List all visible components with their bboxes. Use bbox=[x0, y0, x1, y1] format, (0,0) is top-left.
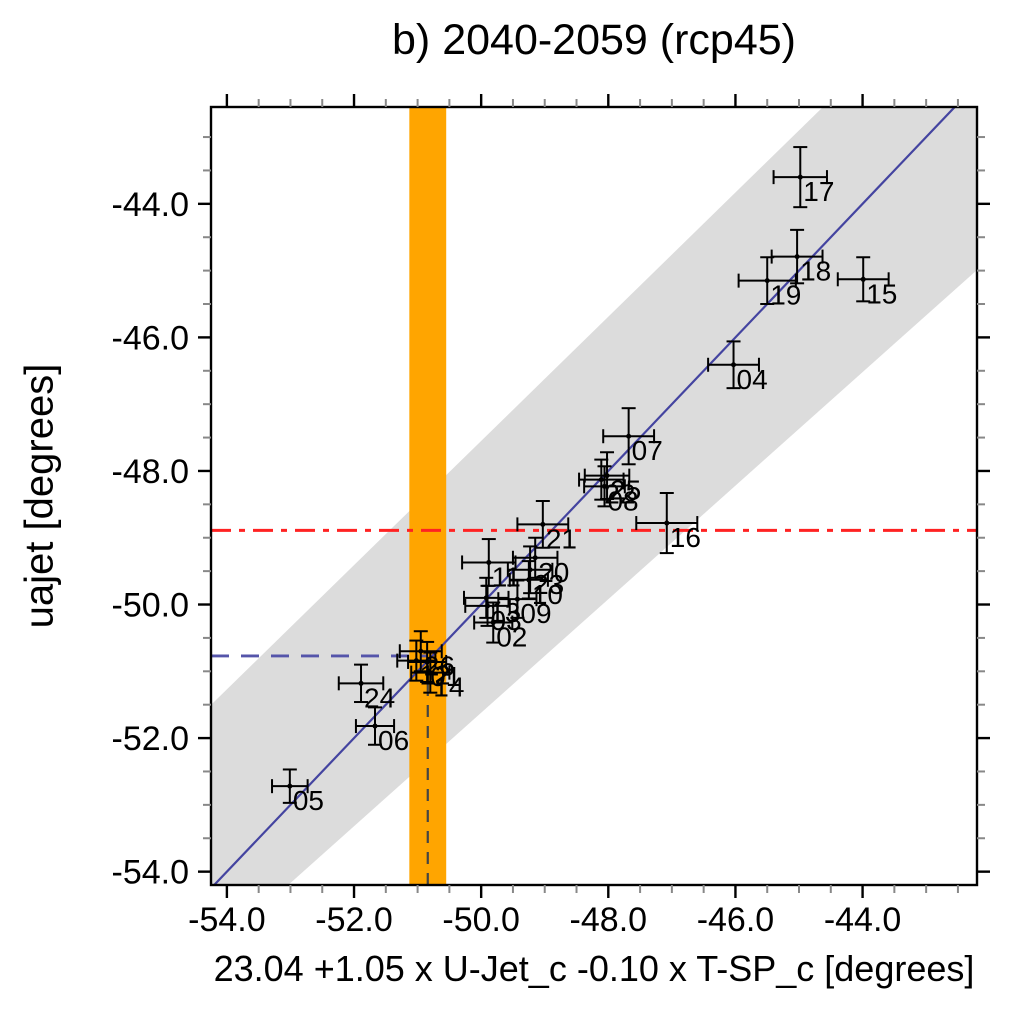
point-marker bbox=[532, 555, 538, 561]
point-marker bbox=[601, 483, 607, 489]
x-tick-label: -52.0 bbox=[315, 901, 393, 939]
y-tick-label: -44.0 bbox=[112, 186, 190, 224]
model-point-07: 07 bbox=[602, 407, 663, 466]
point-label: 22 bbox=[604, 479, 635, 510]
point-marker bbox=[427, 670, 433, 676]
x-tick-label: -46.0 bbox=[697, 901, 775, 939]
point-label: 17 bbox=[803, 176, 834, 207]
point-marker bbox=[483, 595, 489, 601]
point-marker bbox=[860, 276, 866, 282]
y-tick-label: -46.0 bbox=[112, 319, 190, 357]
point-marker bbox=[527, 567, 533, 573]
model-point-14: 14 bbox=[410, 651, 464, 703]
point-marker bbox=[731, 362, 737, 368]
x-tick-label: -44.0 bbox=[824, 901, 902, 939]
chart-title: b) 2040-2059 (rcp45) bbox=[392, 16, 796, 64]
point-label: 14 bbox=[433, 672, 464, 703]
model-point-21: 21 bbox=[516, 500, 577, 554]
point-marker bbox=[604, 473, 610, 479]
point-label: 21 bbox=[546, 523, 577, 554]
y-tick-label: -50.0 bbox=[112, 587, 190, 625]
point-label: 06 bbox=[378, 725, 409, 756]
model-point-11: 11 bbox=[461, 538, 521, 592]
point-label: 10 bbox=[532, 579, 563, 610]
point-label: 09 bbox=[520, 598, 551, 629]
model-point-19: 19 bbox=[737, 256, 801, 311]
point-label: 04 bbox=[737, 364, 768, 395]
x-tick-label: -50.0 bbox=[442, 901, 520, 939]
point-label: 12 bbox=[419, 660, 450, 691]
point-label: 07 bbox=[632, 435, 663, 466]
point-label: 02 bbox=[496, 622, 527, 653]
point-marker bbox=[514, 596, 520, 602]
point-marker bbox=[490, 620, 496, 626]
point-marker bbox=[598, 477, 604, 483]
point-label: 23 bbox=[533, 569, 564, 600]
regression-uncertainty-band bbox=[211, 107, 977, 885]
model-point-18: 18 bbox=[770, 228, 831, 287]
model-point-15: 15 bbox=[836, 256, 897, 309]
plot-border bbox=[209, 105, 979, 887]
x-axis-label: 23.04 +1.05 x U-Jet_c -0.10 x T-SP_c [de… bbox=[213, 948, 975, 989]
point-marker bbox=[797, 174, 803, 180]
model-point-06: 06 bbox=[354, 706, 409, 756]
point-marker bbox=[664, 520, 670, 526]
point-label: 24 bbox=[364, 682, 395, 713]
y-tick-label: -52.0 bbox=[112, 720, 190, 758]
model-point-09: 09 bbox=[497, 579, 552, 629]
x-tick-label: -48.0 bbox=[570, 901, 648, 939]
point-marker bbox=[372, 723, 378, 729]
model-point-24: 24 bbox=[337, 663, 395, 713]
point-marker bbox=[540, 521, 546, 527]
point-marker bbox=[486, 559, 492, 565]
model-point-20: 20 bbox=[511, 536, 569, 588]
model-point-04: 04 bbox=[707, 340, 768, 395]
model-point-23: 23 bbox=[506, 545, 564, 600]
model-points: 0102030405060708091011121314151617181920… bbox=[271, 146, 897, 816]
point-marker bbox=[413, 658, 419, 664]
point-label: 19 bbox=[770, 280, 801, 311]
point-label: 11 bbox=[492, 561, 521, 592]
model-point-10: 10 bbox=[508, 560, 563, 610]
point-label: 13 bbox=[489, 597, 520, 628]
model-point-17: 17 bbox=[772, 146, 834, 209]
point-marker bbox=[764, 278, 770, 284]
model-point-26: 26 bbox=[398, 630, 455, 681]
model-point-13: 13 bbox=[463, 576, 520, 628]
point-label: 18 bbox=[800, 256, 831, 287]
point-label: 20 bbox=[538, 557, 569, 588]
point-marker bbox=[418, 648, 424, 654]
model-point-05: 05 bbox=[271, 768, 324, 816]
point-label: 25 bbox=[610, 475, 641, 506]
x-tick-label: -54.0 bbox=[188, 901, 266, 939]
point-marker bbox=[358, 680, 364, 686]
point-label: 26 bbox=[424, 650, 455, 681]
plot-layers bbox=[211, 107, 977, 885]
point-marker bbox=[287, 783, 293, 789]
model-point-12: 12 bbox=[396, 639, 450, 691]
model-point-02: 02 bbox=[473, 601, 527, 653]
point-label: 15 bbox=[866, 278, 897, 309]
point-marker bbox=[794, 254, 800, 260]
y-tick-label: -54.0 bbox=[112, 854, 190, 892]
axis-ticks: -54.0 -52.0 -50.0 -48.0 -46.0 -44.0 -54.0 -52.0… bbox=[112, 94, 990, 939]
point-label: 08 bbox=[607, 485, 638, 516]
model-point-16: 16 bbox=[635, 491, 701, 555]
point-marker bbox=[626, 433, 632, 439]
point-label: 16 bbox=[670, 522, 701, 553]
model-point-25: 25 bbox=[583, 451, 641, 506]
y-tick-label: -48.0 bbox=[112, 453, 190, 491]
point-label: 05 bbox=[293, 785, 324, 816]
